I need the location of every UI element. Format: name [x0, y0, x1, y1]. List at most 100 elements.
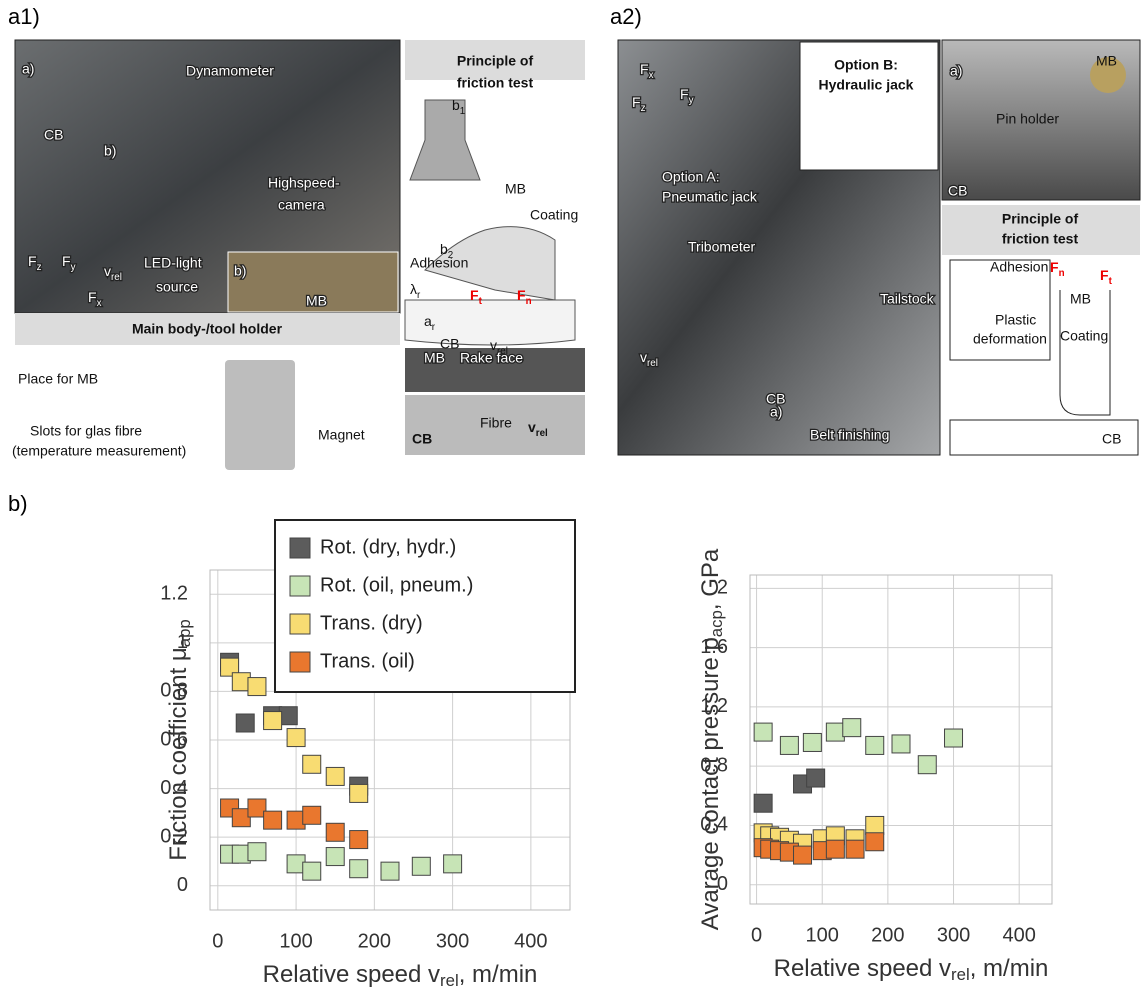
annotation-sub: z [37, 262, 42, 273]
annotation-sub: y [71, 262, 76, 273]
annotation: Tailstock [880, 291, 935, 307]
annotation: λr [410, 281, 421, 301]
y-axis-title-part: app [175, 619, 194, 647]
x-tick-label: 400 [1002, 924, 1035, 946]
marker [350, 860, 368, 878]
annotation-sub: rel [111, 272, 122, 283]
legend-marker [290, 652, 310, 672]
panel-label: a1) [8, 4, 40, 29]
panel-label: a2) [610, 4, 642, 29]
marker [780, 736, 798, 754]
marker [846, 840, 864, 858]
marker [866, 736, 884, 754]
annotation-main: F [62, 253, 71, 269]
annotation: MB [424, 350, 445, 366]
x-tick-label: 100 [279, 930, 312, 952]
legend-label: Rot. (dry, hydr.) [320, 536, 456, 558]
x-axis-title-part: rel [951, 965, 970, 984]
annotation: Magnet [318, 427, 365, 443]
figure: a1)a2)b)a)DynamometerCBb)Highspeed-camer… [0, 0, 1143, 994]
marker [866, 833, 884, 851]
annotation-main: F [28, 253, 37, 269]
annotation: deformation [973, 331, 1047, 347]
block-photo [225, 360, 295, 470]
x-tick-label: 400 [514, 930, 547, 952]
marker [412, 857, 430, 875]
annotation: Pin holder [996, 111, 1059, 127]
x-axis-title-part: , m/min [970, 955, 1049, 982]
y-tick-label: 1.2 [160, 583, 188, 605]
annotation: CB [412, 431, 432, 447]
annotation: a) [950, 63, 962, 79]
tool-sketch [410, 100, 480, 180]
marker [287, 729, 305, 747]
marker [866, 816, 884, 834]
annotation: Pneumatic jack [662, 189, 758, 205]
legend-marker [290, 538, 310, 558]
annotation-main: λ [410, 281, 417, 297]
x-tick-label: 200 [871, 924, 904, 946]
annotation: CB [1102, 431, 1121, 447]
annotation: a) [22, 61, 34, 77]
marker [326, 848, 344, 866]
annotation: MB [505, 181, 526, 197]
legend-label: Trans. (dry) [320, 612, 423, 634]
marker [754, 723, 772, 741]
y-axis-title-part: acp [707, 610, 726, 637]
marker [350, 784, 368, 802]
x-axis-title: Relative speed vrel, m/min [774, 955, 1049, 984]
annotation: Plastic [995, 312, 1036, 328]
annotation-main: F [680, 86, 689, 102]
annotation-sub: 1 [460, 106, 465, 117]
legend-label: Trans. (oil) [320, 650, 415, 672]
annotation: CB [948, 183, 967, 199]
annotation: Slots for glas fibre [30, 423, 142, 439]
annotation: Principle of [457, 53, 534, 69]
mb-sketch [1060, 290, 1110, 415]
annotation-sub: rel [536, 428, 548, 439]
annotation: Rake face [460, 350, 523, 366]
marker [794, 846, 812, 864]
annotation: CB [44, 127, 63, 143]
y-axis-title: Avarage contact pressure pacp, GPa [697, 548, 726, 930]
x-tick-label: 0 [212, 930, 223, 952]
x-tick-label: 0 [751, 924, 762, 946]
marker [236, 714, 254, 732]
annotation-main: F [88, 289, 97, 305]
annotation-sub: r [417, 290, 421, 301]
panel-label: b) [8, 491, 28, 516]
marker [826, 723, 844, 741]
y-axis-title: Friction coefficient μapp [165, 619, 194, 860]
annotation-main: v [528, 419, 536, 435]
marker [303, 862, 321, 880]
marker [264, 811, 282, 829]
annotation-main: F [640, 61, 649, 77]
legend-marker [290, 614, 310, 634]
annotation: Tribometer [688, 239, 756, 255]
marker [381, 862, 399, 880]
annotation: friction test [457, 75, 534, 91]
annotation: Adhesion [410, 255, 468, 271]
annotation: MB [1070, 291, 1091, 307]
annotation: CB [766, 391, 785, 407]
annotation: Highspeed- [268, 175, 340, 191]
annotation-sub: t [1109, 276, 1113, 287]
x-axis-title-part: Relative speed v [774, 955, 951, 982]
marker [843, 719, 861, 737]
annotation: camera [278, 197, 325, 213]
marker [826, 840, 844, 858]
y-axis-title-part: , GPa [697, 548, 724, 610]
marker [945, 729, 963, 747]
annotation-main: v [104, 263, 111, 279]
legend-label: Rot. (oil, pneum.) [320, 574, 473, 596]
annotation: Hydraulic jack [819, 77, 914, 93]
annotation: source [156, 279, 198, 295]
annotation: Ft [1100, 267, 1113, 287]
annotation: Place for MB [18, 371, 98, 387]
x-axis-title: Relative speed vrel, m/min [263, 961, 538, 990]
annotation-sub: z [641, 103, 646, 114]
annotation: MB [1096, 53, 1117, 69]
marker [892, 735, 910, 753]
annotation: Coating [1060, 328, 1108, 344]
annotation-main: F [632, 94, 641, 110]
